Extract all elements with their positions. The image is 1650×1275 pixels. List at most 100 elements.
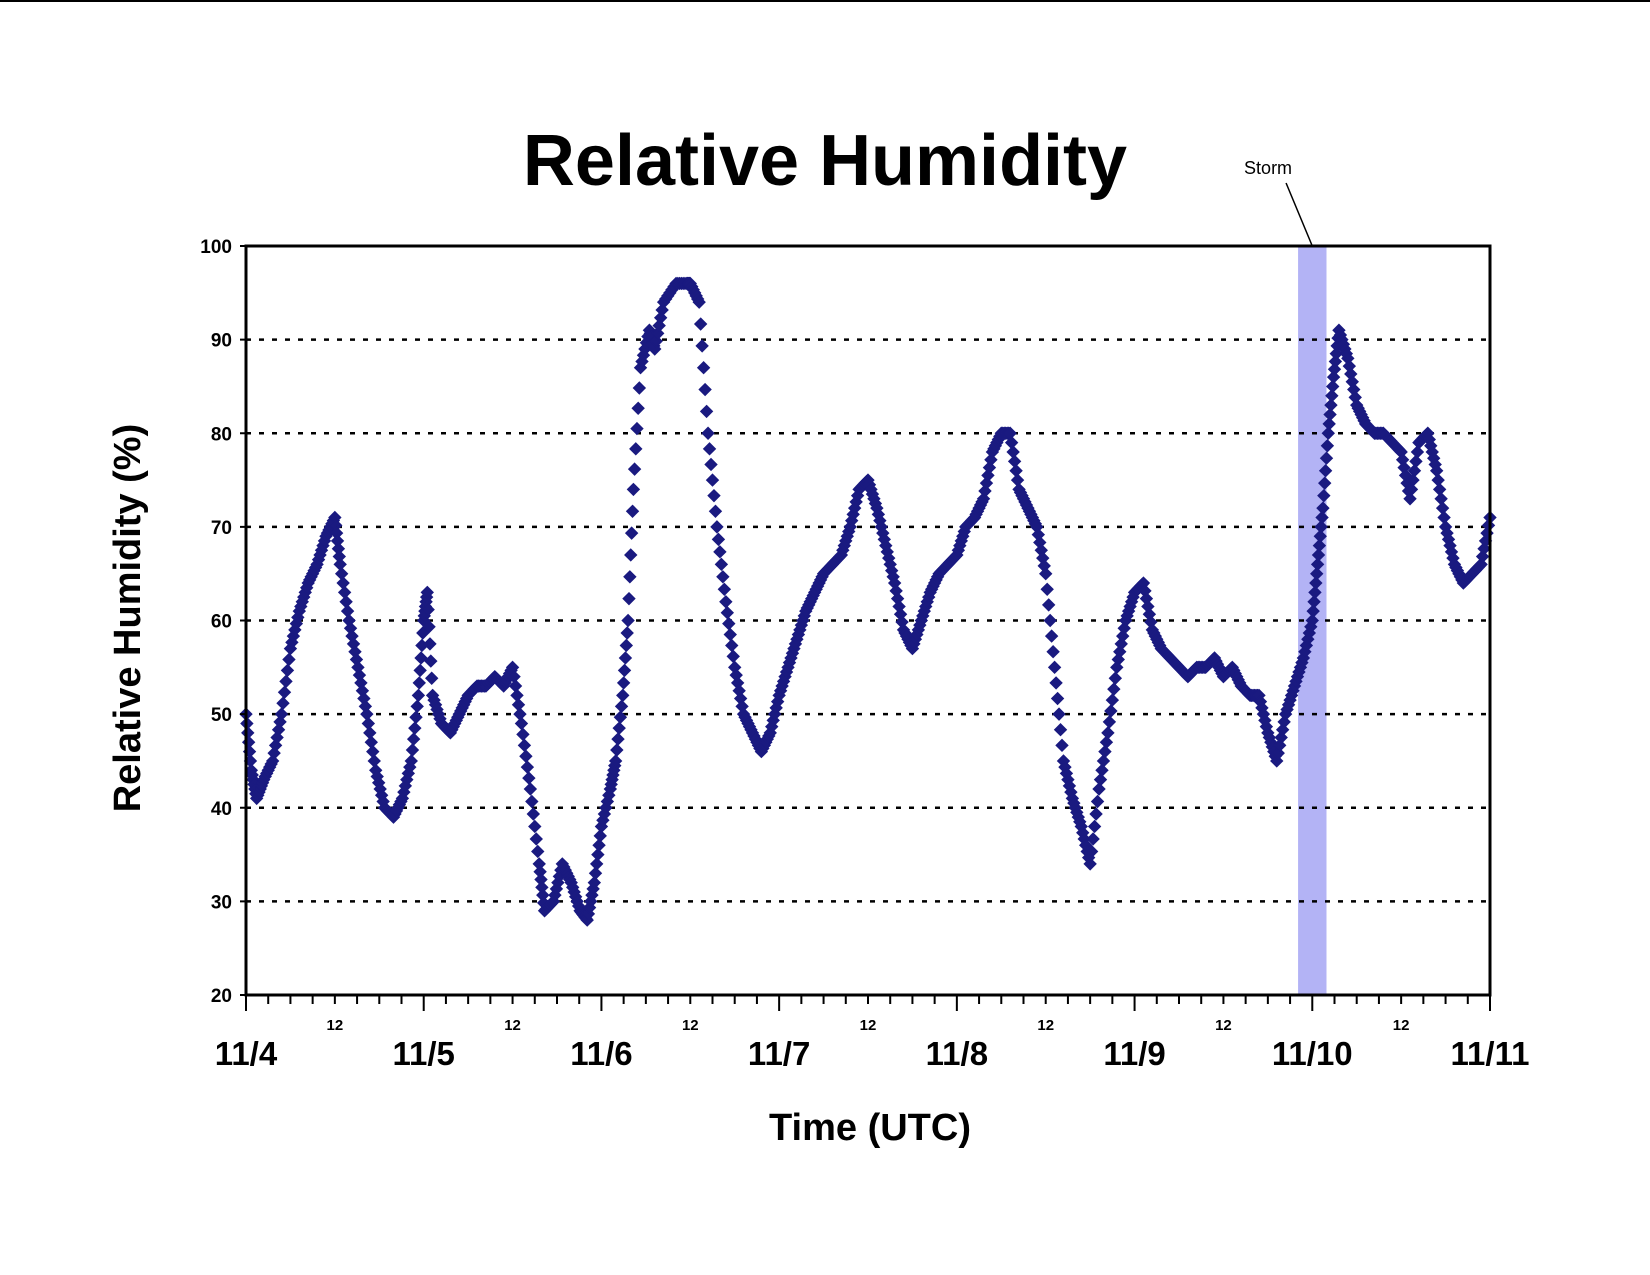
data-point (722, 616, 736, 631)
data-point (514, 716, 529, 731)
data-point (1407, 463, 1422, 478)
data-point (1305, 613, 1319, 628)
data-point (1101, 726, 1115, 740)
data-point (589, 857, 604, 871)
data-point (410, 699, 424, 714)
x-tick-label-day: 11/7 (748, 1035, 810, 1072)
y-axis: 20 30 40 50 60 70 80 90 100 (200, 237, 246, 1007)
data-point (520, 760, 535, 774)
data-point (619, 638, 634, 653)
data-point (719, 595, 733, 609)
data-point (1049, 676, 1063, 690)
data-point (421, 602, 435, 617)
y-tick-label: 20 (211, 986, 232, 1007)
data-point (405, 743, 420, 757)
data-point (693, 317, 708, 331)
data-point (1098, 744, 1112, 759)
data-point (420, 585, 434, 600)
x-tick-label-noon: 12 (1393, 1017, 1410, 1034)
data-point (702, 442, 717, 456)
data-point (593, 829, 607, 843)
data-point (1325, 389, 1339, 403)
data-point (622, 591, 636, 606)
data-point (708, 504, 723, 518)
data-point (1046, 645, 1060, 659)
data-point (624, 548, 638, 562)
data-point (705, 473, 720, 487)
data-point (1310, 557, 1325, 572)
x-axis: 11/4 11/5 11/6 11/7 11/8 11/9 11/10 11/11 12 12 12… (215, 995, 1530, 1072)
y-tick-label: 80 (211, 424, 232, 445)
data-point (723, 627, 737, 642)
x-tick-label-day: 11/11 (1451, 1035, 1530, 1072)
data-point (707, 488, 721, 503)
data-point (695, 339, 709, 353)
data-point (1047, 660, 1062, 675)
x-tick-label-day: 11/6 (570, 1035, 632, 1072)
data-point (1409, 454, 1423, 469)
data-point (625, 504, 640, 518)
data-point (617, 663, 632, 678)
x-axis-title: Time (UTC) (769, 1107, 971, 1149)
data-point (630, 421, 644, 436)
data-point (1312, 538, 1327, 553)
data-point (1084, 844, 1099, 859)
x-tick-label-day: 11/9 (1103, 1035, 1165, 1072)
data-point (1095, 763, 1109, 778)
y-tick-label: 90 (211, 331, 232, 352)
data-point (1043, 613, 1057, 628)
data-point (1326, 379, 1340, 394)
data-point (411, 688, 426, 703)
data-point (425, 671, 439, 685)
data-point (1306, 604, 1320, 618)
data-point (412, 676, 426, 690)
y-tick-label: 30 (211, 892, 232, 913)
data-point (529, 832, 543, 846)
data-point (531, 844, 545, 859)
data-point (699, 404, 714, 419)
y-tick-label: 100 (200, 237, 232, 258)
data-point (1050, 691, 1065, 706)
data-point (414, 651, 428, 665)
data-point (1089, 807, 1103, 821)
data-point (592, 838, 606, 852)
data-point (516, 727, 530, 742)
data-point (1317, 488, 1331, 503)
data-point (720, 605, 735, 620)
data-point (1052, 707, 1066, 721)
data-point (280, 663, 295, 678)
data-point (279, 674, 293, 689)
data-point (422, 620, 436, 634)
data-point (1041, 598, 1056, 612)
data-point (1314, 520, 1328, 534)
data-point (698, 382, 712, 397)
data-point (413, 663, 427, 678)
data-point (1104, 704, 1118, 718)
data-point (713, 545, 727, 559)
x-tick-label-day: 11/10 (1272, 1035, 1353, 1072)
data-point (1404, 482, 1419, 497)
data-point (1410, 445, 1425, 459)
data-point (608, 754, 623, 768)
storm-annotation-label: Storm (1244, 158, 1292, 178)
data-point (704, 457, 718, 472)
data-point (423, 637, 437, 651)
data-point (588, 866, 603, 880)
data-point (616, 676, 631, 690)
y-tick-label: 70 (211, 518, 232, 539)
data-point (1310, 566, 1324, 581)
data-point (613, 710, 628, 724)
data-point (620, 626, 634, 640)
y-tick-label: 60 (211, 612, 232, 633)
data-point (1318, 476, 1332, 490)
data-point (614, 699, 629, 714)
data-point (725, 638, 739, 653)
data-point (519, 749, 533, 763)
data-point (525, 794, 539, 809)
data-point (1324, 398, 1338, 412)
data-point (1105, 693, 1120, 707)
data-point (1108, 671, 1123, 685)
data-point (717, 582, 732, 596)
data-point (1403, 492, 1417, 506)
